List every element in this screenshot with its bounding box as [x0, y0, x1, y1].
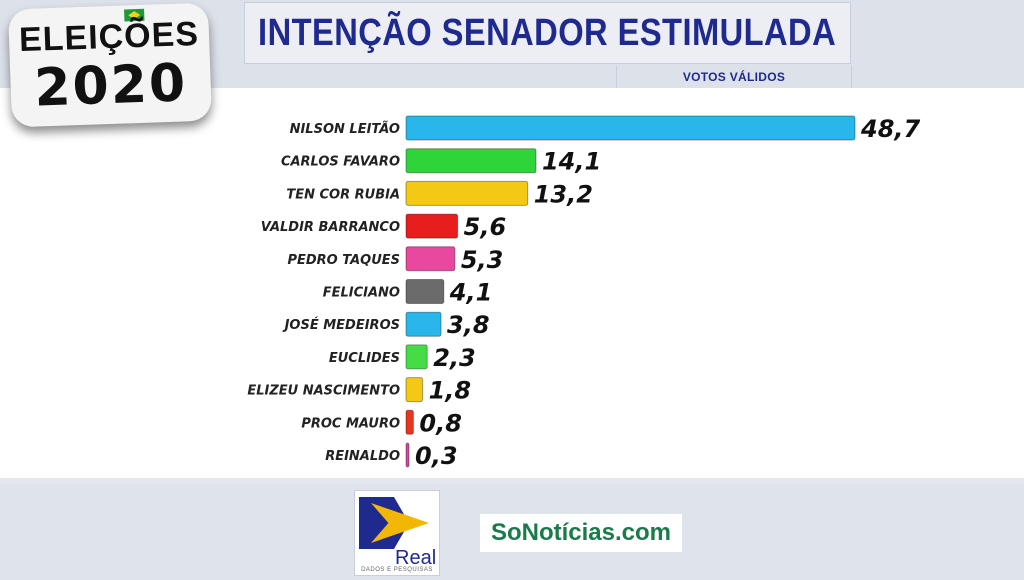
subtitle-box: VOTOS VÁLIDOS — [616, 66, 852, 88]
data-label: 5,6 — [464, 213, 507, 241]
category-label: CARLOS FAVARO — [281, 155, 400, 170]
data-label: 14,1 — [542, 148, 601, 176]
data-label: 4,1 — [449, 279, 493, 307]
category-label: PROC MAURO — [301, 416, 400, 431]
real-logo-name: Real — [395, 547, 437, 569]
bar — [405, 180, 529, 206]
category-label: VALDIR BARRANCO — [261, 220, 400, 235]
category-label: PEDRO TAQUES — [287, 253, 400, 268]
data-label: 0,8 — [419, 409, 462, 437]
data-label: 0,3 — [415, 442, 458, 470]
data-label: 3,8 — [447, 311, 490, 339]
bar — [405, 409, 414, 435]
bar — [405, 344, 428, 370]
data-label: 48,7 — [860, 115, 921, 143]
data-label: 2,3 — [433, 344, 476, 372]
bar — [405, 115, 856, 141]
bar — [405, 311, 442, 337]
data-label: 1,8 — [429, 377, 472, 405]
category-label: EUCLIDES — [329, 351, 400, 366]
title-box: INTENÇÃO SENADOR ESTIMULADA — [244, 2, 851, 64]
category-label: FELICIANO — [323, 286, 400, 301]
bar — [405, 442, 410, 468]
sonoticias-text: SoNotícias.com — [490, 519, 672, 546]
bar — [405, 279, 445, 304]
category-label: JOSÉ MEDEIROS — [282, 317, 400, 333]
category-label: ELIZEU NASCIMENTO — [247, 384, 400, 399]
bar — [405, 246, 456, 272]
real-logo: Real DADOS E PESQUISAS — [354, 490, 440, 576]
sonoticias-logo: SoNotícias.com — [480, 514, 682, 552]
bar — [405, 377, 424, 403]
category-label: REINALDO — [325, 449, 400, 464]
category-label: TEN COR RUBIA — [286, 187, 400, 202]
bar — [405, 213, 459, 239]
category-label: NILSON LEITÃO — [290, 121, 400, 137]
chart-title: INTENÇÃO SENADOR ESTIMULADA — [258, 11, 837, 54]
real-logo-tagline: DADOS E PESQUISAS — [361, 567, 433, 573]
data-label: 13,2 — [534, 180, 593, 208]
bar — [405, 148, 537, 174]
chart-subtitle: VOTOS VÁLIDOS — [682, 70, 786, 84]
data-label: 5,3 — [461, 246, 504, 274]
